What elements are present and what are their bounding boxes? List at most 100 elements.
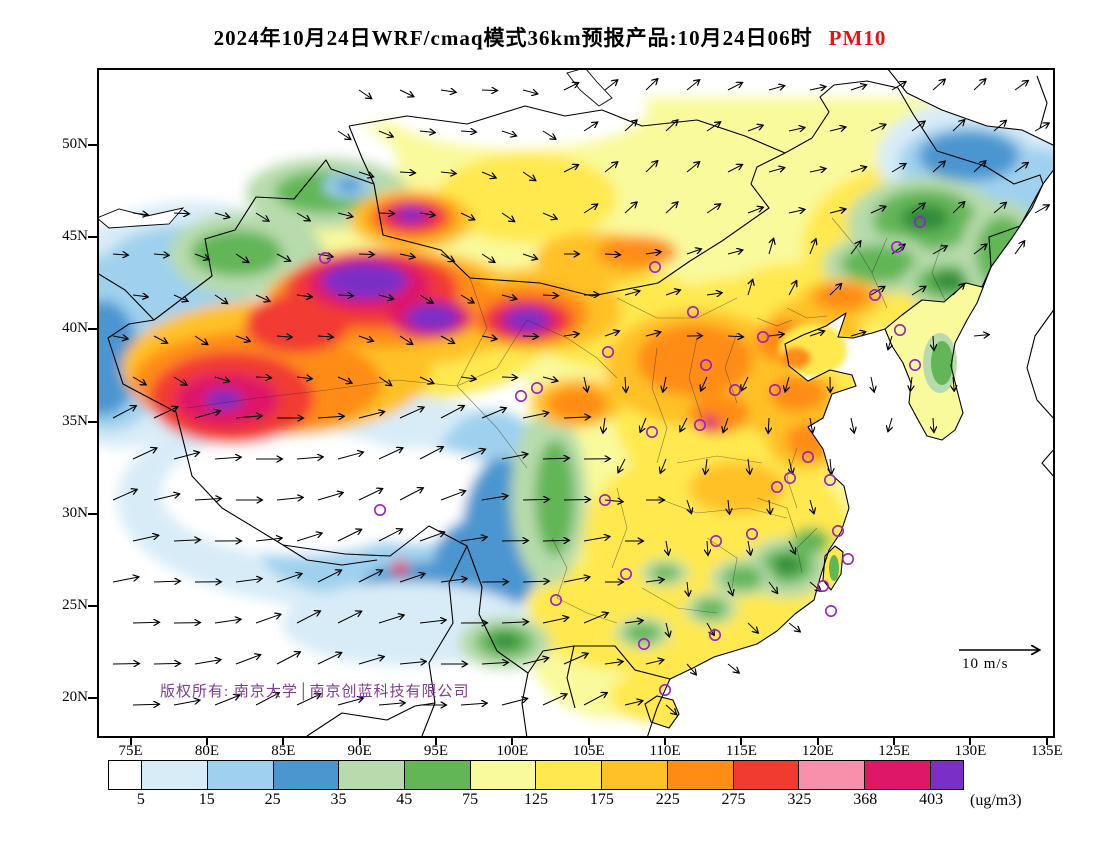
china-border — [107, 80, 1044, 680]
wind-arrow — [399, 335, 413, 344]
wind-arrow — [501, 699, 527, 706]
wind-arrow — [686, 249, 701, 255]
wind-arrow — [276, 497, 303, 500]
wind-arrow — [706, 293, 722, 295]
wind-arrow — [358, 89, 371, 98]
colorbar-cell — [536, 761, 603, 789]
lat-tick — [88, 144, 97, 147]
wind-arrow — [665, 704, 676, 714]
lon-tick — [816, 738, 819, 745]
station-marker — [801, 450, 814, 463]
wind-arrow — [399, 662, 426, 665]
wind-arrow — [419, 376, 434, 383]
wind-arrow — [501, 212, 514, 221]
wind-arrow — [399, 89, 414, 97]
wind-arrow — [419, 213, 435, 215]
colorbar-tick-label: 25 — [264, 791, 281, 808]
wind-arrow — [583, 693, 607, 706]
wind-arrow — [501, 295, 517, 299]
wind-reference-label: 10 m/s — [962, 656, 1009, 672]
wind-arrow — [604, 254, 620, 255]
wind-arrow — [317, 493, 343, 501]
wind-arrow — [542, 540, 569, 541]
wind-arrow — [214, 294, 227, 303]
wind-arrow — [112, 577, 139, 583]
wind-arrow — [132, 376, 146, 385]
wind-arrow — [337, 376, 352, 383]
wind-arrow — [214, 695, 239, 706]
lon-tick-label: 85E — [271, 743, 296, 759]
wind-arrow — [255, 377, 271, 378]
wind-arrow — [419, 131, 435, 133]
station-marker — [841, 552, 854, 565]
wind-arrow — [645, 660, 664, 664]
wind-arrow — [910, 376, 912, 391]
lon-tick — [740, 738, 743, 745]
wind-arrow — [194, 660, 221, 665]
taiwan-island — [823, 546, 843, 590]
wind-arrow — [973, 79, 986, 91]
wind-arrow — [235, 253, 249, 262]
wind-arrow — [660, 458, 667, 473]
wind-arrow — [624, 202, 637, 214]
wind-arrow — [399, 407, 424, 419]
colorbar-cell — [864, 761, 931, 789]
station-marker — [816, 579, 829, 592]
wind-arrow — [378, 213, 394, 214]
wind-arrow — [542, 458, 569, 459]
wind-arrow — [419, 447, 443, 460]
station-marker — [768, 383, 781, 396]
station-marker — [648, 261, 661, 274]
wind-arrow — [870, 206, 886, 214]
wind-arrow — [850, 85, 866, 91]
lon-tick — [969, 738, 972, 745]
wind-arrow — [727, 336, 743, 337]
wind-arrow — [337, 295, 353, 296]
wind-arrow — [317, 336, 333, 337]
title-text: 2024年10月24日WRF/cmaq模式36km预报产品:10月24日06时 — [213, 26, 813, 50]
lon-tick — [435, 738, 437, 745]
wind-arrow — [173, 294, 188, 301]
station-marker — [868, 289, 881, 302]
colorbar-cell — [208, 761, 274, 789]
lon-tick — [664, 738, 667, 745]
lake-balkhash — [97, 207, 185, 229]
colorbar-tick-label: 275 — [721, 791, 746, 808]
wind-arrow — [112, 490, 137, 501]
wind-arrow — [604, 500, 623, 502]
wind-arrow — [850, 332, 865, 336]
wind-arrow — [706, 122, 720, 132]
wind-arrow — [810, 499, 814, 513]
wind-arrow — [850, 241, 861, 255]
wind-arrow — [481, 408, 506, 419]
station-marker — [693, 418, 706, 431]
wind-arrow — [686, 162, 699, 173]
lon-tick-label: 110E — [649, 743, 681, 759]
korea-coastline — [884, 266, 992, 441]
station-marker — [637, 637, 650, 650]
wind-arrow — [235, 655, 260, 665]
wind-arrow — [891, 164, 906, 173]
wind-arrow — [296, 457, 323, 459]
station-marker — [756, 330, 769, 343]
central-asia-borders — [97, 272, 155, 321]
wind-arrow — [809, 331, 824, 337]
lat-tick-label: 25N — [62, 596, 88, 613]
wind-arrow — [645, 161, 658, 173]
lakes — [97, 68, 613, 229]
colorbar-tick-label: 175 — [589, 791, 614, 808]
wind-arrow — [358, 254, 374, 255]
wind-arrow — [194, 411, 220, 419]
lon-tick-label: 135E — [1030, 743, 1063, 759]
wind-arrow — [194, 499, 221, 501]
wind-arrow — [522, 413, 548, 419]
wind-arrow — [973, 335, 989, 336]
wind-arrow — [337, 452, 363, 460]
colorbar-tick-label: 125 — [524, 791, 548, 808]
wind-arrow — [522, 499, 549, 500]
wind-arrow — [440, 491, 465, 501]
province-borders — [186, 217, 946, 624]
wind-arrow — [276, 574, 302, 583]
wind-arrow — [624, 120, 637, 132]
